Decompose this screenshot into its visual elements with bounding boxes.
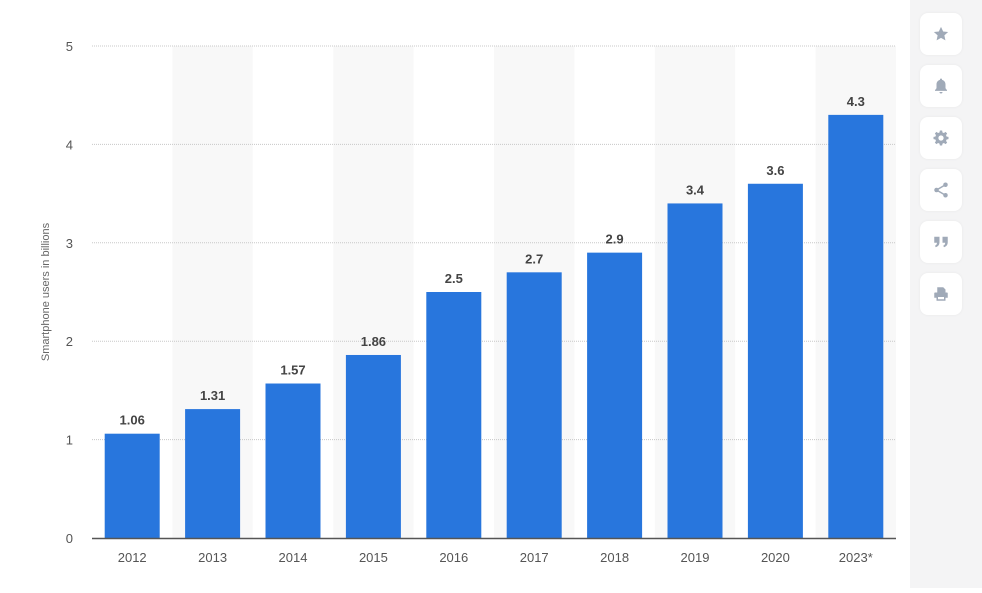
y-tick-label: 0 [66, 531, 73, 546]
bar [587, 252, 643, 538]
chart-plot: 0 1 2 3 4 5 1.06 2012 1.31 2013 1.57 2014 1.86 2015 2.… [66, 39, 896, 565]
cite-button[interactable] [920, 221, 962, 263]
y-axis-title: Smartphone users in billions [40, 222, 52, 362]
bar [426, 292, 482, 538]
star-icon [933, 26, 949, 41]
quote-icon [934, 236, 948, 248]
y-tick-label: 4 [66, 137, 73, 152]
y-tick-label: 1 [66, 433, 73, 448]
favorite-button[interactable] [920, 13, 962, 55]
data-label: 1.06 [120, 413, 145, 428]
x-tick-label: 2014 [279, 550, 308, 565]
y-tick-label: 3 [66, 236, 73, 251]
settings-button[interactable] [920, 117, 962, 159]
bell-icon [935, 78, 947, 94]
x-tick-label: 2013 [198, 550, 227, 565]
bar-chart: 0 1 2 3 4 5 1.06 2012 1.31 2013 1.57 2014 1.86 2015 2.… [40, 39, 896, 565]
x-tick-label: 2020 [761, 550, 790, 565]
y-tick-label: 5 [66, 39, 73, 54]
x-tick-label: 2018 [600, 550, 629, 565]
bar [265, 383, 321, 538]
bar [747, 183, 803, 538]
bar [828, 114, 884, 538]
y-tick-label: 2 [66, 334, 73, 349]
x-tick-label: 2017 [520, 550, 549, 565]
data-label: 1.86 [361, 334, 386, 349]
x-tick-label: 2016 [439, 550, 468, 565]
share-button[interactable] [920, 169, 962, 211]
notification-button[interactable] [920, 65, 962, 107]
data-label: 1.31 [200, 388, 225, 403]
share-icon [934, 182, 948, 198]
data-label: 2.9 [606, 232, 624, 247]
x-tick-label: 2015 [359, 550, 388, 565]
data-label: 2.7 [525, 251, 543, 266]
x-tick-label: 2019 [681, 550, 710, 565]
x-tick-label: 2012 [118, 550, 147, 565]
bar [667, 203, 723, 538]
data-label: 4.3 [847, 94, 865, 109]
print-icon [934, 287, 948, 301]
x-tick-label: 2023* [839, 550, 873, 565]
bar [506, 272, 562, 538]
bar [185, 409, 241, 538]
data-label: 1.57 [280, 363, 305, 378]
data-label: 3.4 [686, 182, 705, 197]
toolbar-sidebar [910, 0, 982, 588]
gear-icon [933, 130, 949, 146]
data-label: 2.5 [445, 271, 463, 286]
print-button[interactable] [920, 273, 962, 315]
bar [345, 354, 401, 538]
data-label: 3.6 [766, 163, 784, 178]
bar [104, 433, 160, 538]
